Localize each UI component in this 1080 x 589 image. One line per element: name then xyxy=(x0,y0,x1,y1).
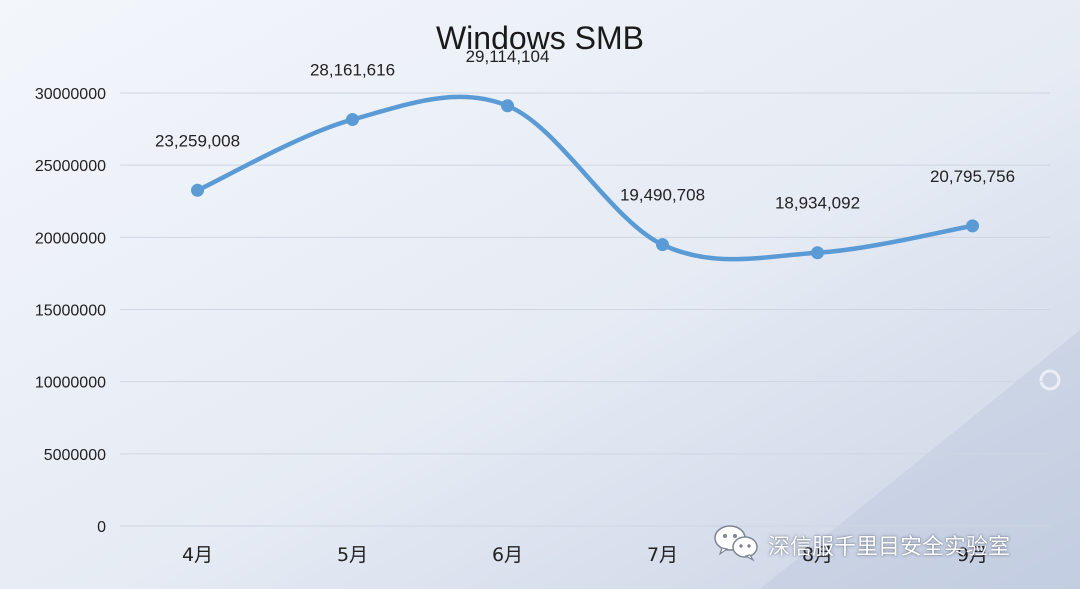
series-line xyxy=(195,94,975,262)
background-decoration-circle xyxy=(1039,369,1061,391)
y-tick-label: 5000000 xyxy=(44,447,106,464)
data-label: 29,114,104 xyxy=(466,47,550,66)
data-label: 20,795,756 xyxy=(930,167,1015,186)
data-point xyxy=(966,219,979,233)
x-tick-label: 4月 xyxy=(182,544,213,566)
y-axis: 0 5000000 10000000 15000000 20000000 25000000… xyxy=(35,86,106,536)
data-point xyxy=(346,113,359,127)
x-tick-label: 8月 xyxy=(802,544,833,566)
chart-title: Windows SMB xyxy=(436,20,644,56)
y-tick-label: 20000000 xyxy=(35,230,106,247)
data-label: 18,934,092 xyxy=(775,194,860,213)
y-tick-label: 0 xyxy=(97,519,106,536)
y-tick-label: 15000000 xyxy=(35,303,106,320)
x-tick-label: 7月 xyxy=(647,544,678,566)
series xyxy=(191,94,979,262)
y-tick-label: 25000000 xyxy=(35,158,106,175)
data-label: 28,161,616 xyxy=(310,61,395,80)
x-tick-label: 6月 xyxy=(492,544,523,566)
watermark: 深信服千里目安全实验室 xyxy=(712,522,1010,567)
grid xyxy=(120,92,1050,527)
wechat-icon xyxy=(712,522,760,567)
data-label: 19,490,708 xyxy=(620,186,705,205)
x-tick-label: 5月 xyxy=(337,544,368,566)
x-axis: 4月 5月 6月 7月 8月 9月 xyxy=(182,544,988,566)
x-tick-label: 9月 xyxy=(957,544,988,566)
data-point xyxy=(501,99,514,113)
data-point xyxy=(811,246,824,260)
background-decoration xyxy=(760,330,1080,589)
y-tick-label: 10000000 xyxy=(35,375,106,392)
data-point xyxy=(656,238,669,252)
watermark-text: 深信服千里目安全实验室 xyxy=(768,534,1011,560)
data-point xyxy=(191,183,204,197)
data-labels: 23,259,008 28,161,616 29,114,104 19,490,708… xyxy=(155,47,1015,213)
data-label: 23,259,008 xyxy=(155,131,240,150)
y-tick-label: 30000000 xyxy=(35,86,106,103)
